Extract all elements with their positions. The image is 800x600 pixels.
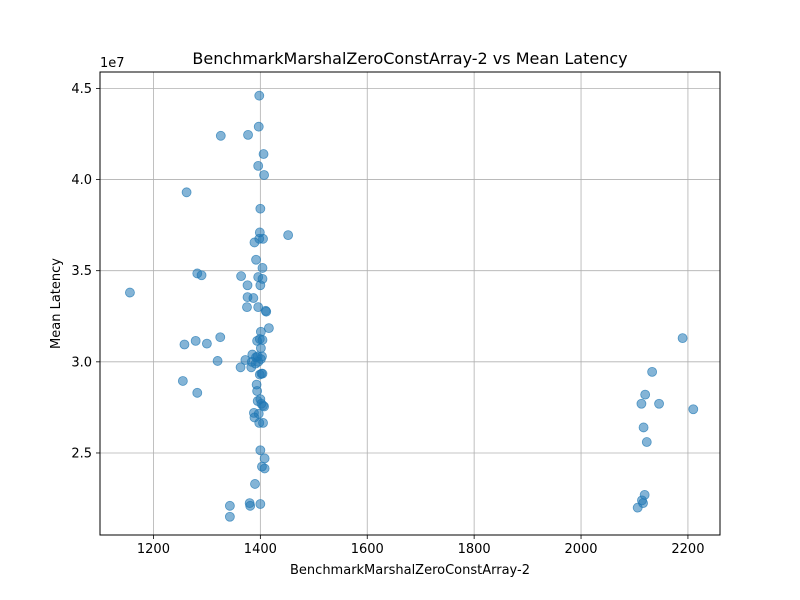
data-point	[257, 351, 267, 362]
data-point	[647, 366, 658, 377]
x-tick-label: 1600	[351, 542, 384, 557]
data-point	[252, 386, 263, 396]
y-tick-label: 4.5	[71, 82, 92, 97]
data-point	[257, 273, 268, 284]
data-point	[654, 398, 664, 409]
data-point	[283, 230, 294, 241]
data-point	[255, 203, 266, 214]
y-tick-label: 4.0	[71, 173, 92, 188]
x-axis-ticks: 1200 1400 1600 1800 2000 2200	[137, 535, 704, 557]
data-point	[638, 422, 649, 433]
data-point	[259, 170, 269, 180]
data-point	[243, 129, 253, 140]
data-point	[224, 511, 235, 522]
data-point	[215, 130, 226, 141]
y-tick-label: 3.0	[71, 355, 92, 370]
data-point	[224, 500, 235, 511]
x-tick-label: 1200	[137, 542, 170, 557]
data-point	[257, 368, 268, 379]
data-point	[201, 338, 212, 349]
data-point	[257, 263, 268, 273]
data-point	[192, 387, 203, 398]
y-tick-label: 3.5	[71, 264, 92, 279]
data-point	[641, 437, 652, 447]
data-point	[215, 332, 226, 343]
y-axis-ticks: 2.5 3.0 3.5 4.0 4.5	[71, 82, 100, 461]
data-point	[251, 254, 261, 265]
data-point	[236, 271, 247, 282]
data-point	[242, 280, 253, 291]
x-axis-label: BenchmarkMarshalZeroConstArray-2	[290, 563, 530, 578]
data-point	[196, 270, 207, 281]
data-point	[245, 500, 256, 511]
data-point	[235, 362, 246, 373]
data-point	[125, 287, 135, 298]
y-axis-label: Mean Latency	[49, 258, 64, 349]
data-point	[258, 149, 269, 159]
x-tick-label: 2000	[564, 542, 597, 557]
data-point	[259, 463, 270, 474]
data-point	[259, 453, 270, 464]
y-offset-label: 1e7	[100, 56, 125, 71]
x-tick-label: 1400	[244, 542, 277, 557]
chart-title: BenchmarkMarshalZeroConstArray-2 vs Mean…	[192, 49, 627, 68]
data-point	[255, 445, 266, 456]
data-point	[254, 90, 265, 101]
x-tick-label: 2200	[671, 542, 704, 557]
x-tick-label: 1800	[458, 542, 491, 557]
data-point	[179, 339, 190, 350]
plot-frame	[99, 71, 721, 536]
data-point	[250, 479, 260, 489]
data-point	[261, 306, 272, 317]
data-points	[125, 90, 699, 522]
data-point	[253, 121, 264, 132]
data-point	[248, 293, 259, 303]
data-point	[212, 356, 223, 366]
y-tick-label: 2.5	[71, 446, 92, 461]
data-point	[263, 323, 274, 334]
data-point	[255, 343, 266, 354]
data-point	[640, 389, 651, 400]
data-point	[253, 160, 264, 171]
data-point	[190, 335, 201, 346]
data-point	[258, 233, 268, 244]
data-point	[255, 499, 266, 509]
data-point	[177, 376, 188, 386]
data-point	[257, 335, 268, 345]
data-point	[688, 404, 699, 415]
data-point	[638, 498, 648, 509]
data-point	[636, 398, 647, 409]
data-point	[181, 187, 192, 198]
data-point	[259, 401, 269, 412]
data-point	[677, 333, 688, 344]
data-point	[258, 417, 268, 428]
data-point	[639, 489, 650, 500]
data-point	[242, 302, 252, 313]
plot-area	[100, 72, 720, 535]
